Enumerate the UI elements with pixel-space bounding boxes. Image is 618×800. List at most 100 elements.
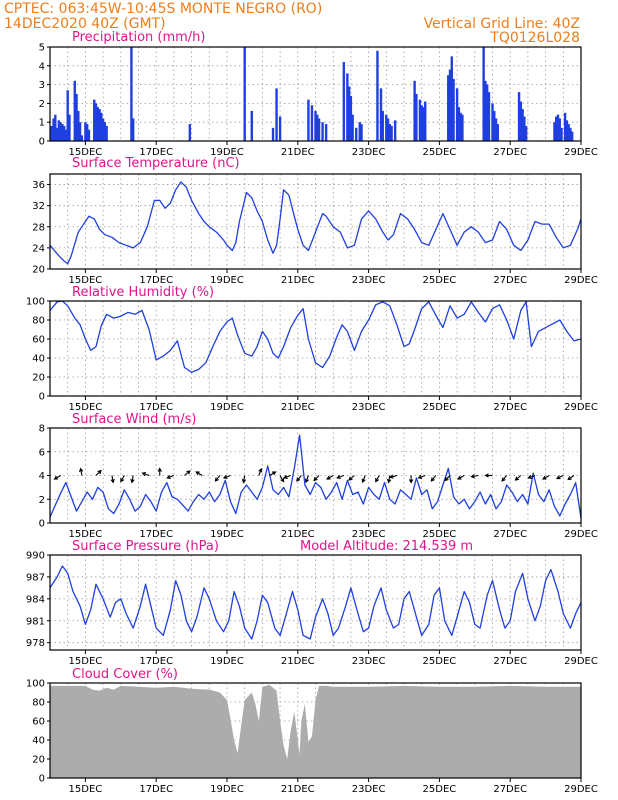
precipitation-bar (565, 120, 569, 141)
humidity-ytick-label: 20 (32, 373, 45, 384)
wind-arrow (430, 475, 437, 482)
wind-ytick-label: 0 (39, 519, 45, 530)
cloud-cover-xtick-label: 17DEC (139, 784, 173, 795)
wind-arrow (120, 475, 125, 483)
wind-arrow (375, 475, 380, 483)
wind-arrow (527, 474, 536, 479)
precipitation-xtick-label: 21DEC (281, 147, 315, 158)
pressure-xtick-label: 29DEC (564, 656, 598, 667)
wind-arrow-shaft (223, 474, 231, 479)
wind-arrow (304, 475, 310, 484)
wind-arrow (241, 475, 247, 484)
humidity-xtick-label: 15DEC (69, 402, 103, 413)
wind-arrow (514, 475, 522, 481)
precipitation-bar (358, 122, 361, 141)
precipitation-bar (452, 78, 455, 141)
precipitation-bar (68, 114, 71, 141)
precipitation-bar (556, 114, 560, 141)
wind-arrow-shaft (457, 475, 465, 480)
wind-arrow-shaft (54, 475, 61, 480)
precipitation-bar (57, 120, 61, 141)
wind-arrow-head (484, 473, 489, 478)
wind-arrow (95, 469, 102, 476)
pressure-panel: 978 981 984 987 990 15DEC 17DEC 19DEC 21DEC 23DEC… (26, 539, 598, 667)
precipitation-bar (381, 110, 384, 141)
precipitation-ytick-label: 3 (39, 80, 45, 91)
wind-arrow-shaft (120, 475, 125, 482)
wind-arrow-head (336, 474, 341, 479)
temperature-ytick-label: 20 (32, 265, 45, 276)
wind-arrow-shaft (567, 475, 575, 480)
pressure-xtick-label: 25DEC (423, 656, 457, 667)
wind-xtick-label: 23DEC (352, 529, 386, 540)
cloud-cover-panel: 0 20 40 60 80 100 15DEC 17DEC 19DEC 21DEC 23DEC 25D… (26, 667, 598, 795)
precipitation-bar (523, 116, 526, 141)
precipitation-bar (346, 73, 349, 141)
precipitation-bar (418, 99, 422, 141)
wind-arrow (389, 474, 398, 479)
pressure-title: Surface Pressure (hPa) (72, 539, 219, 554)
temperature-xtick-label: 17DEC (139, 275, 173, 286)
wind-arrow-head (514, 476, 519, 481)
cloud-cover-area (50, 684, 581, 778)
wind-arrow-head (444, 476, 449, 482)
humidity-xtick-label: 27DEC (493, 402, 527, 413)
wind-arrow-shaft (444, 475, 451, 481)
wind-arrow-shaft (388, 475, 391, 483)
wind-arrow-shaft (326, 475, 334, 480)
precipitation-bar (491, 103, 494, 141)
wind-arrow-shaft (142, 472, 150, 477)
precipitation-bar (250, 110, 253, 141)
wind-arrow-head (272, 471, 277, 476)
cloud-cover-xtick-label: 21DEC (281, 784, 315, 795)
precipitation-bar (271, 127, 275, 141)
precipitation-bar (424, 101, 427, 141)
pressure-xtick-label: 19DEC (210, 656, 244, 667)
header-model-code: TQ0126L028 (489, 30, 580, 46)
wind-arrow-head (501, 477, 506, 482)
precipitation-bar (413, 80, 416, 141)
precipitation-bar (62, 125, 66, 141)
wind-arrow-shaft (258, 468, 262, 476)
precipitation-bar (567, 124, 570, 141)
precipitation-bar (560, 127, 563, 141)
cloud-cover-ytick-label: 80 (32, 698, 45, 709)
precipitation-bar (376, 50, 379, 142)
precipitation-bar (349, 95, 353, 141)
wind-line (49, 434, 582, 519)
precipitation-xtick-label: 25DEC (423, 147, 457, 158)
humidity-panel: 0 20 40 60 80 100 15DEC 17DEC 19DEC 21DEC 23DEC 25D… (26, 285, 598, 413)
wind-arrow-shaft (515, 475, 522, 481)
temperature-xtick-label: 21DEC (281, 275, 315, 286)
wind-arrow-shaft (214, 475, 221, 482)
precipitation-bar (487, 92, 491, 141)
wind-arrow-shaft (184, 470, 191, 476)
precipitation-bar (85, 124, 89, 141)
precipitation-bar (484, 80, 487, 141)
precipitation-bar (482, 47, 485, 141)
wind-arrow (141, 472, 150, 477)
wind-arrow-head (348, 476, 353, 481)
precipitation-panel: 0 1 2 3 4 5 15DEC 17DEC 19DEC 21DEC 23DEC 25DEC 27DE… (39, 30, 598, 158)
wind-arrow (157, 467, 162, 476)
wind-arrow (258, 467, 263, 476)
precipitation-bar (278, 116, 282, 141)
wind-arrow (417, 474, 426, 479)
precipitation-bar (307, 99, 310, 141)
wind-arrow-shaft (362, 475, 366, 483)
pressure-xtick-label: 23DEC (352, 656, 386, 667)
humidity-xtick-label: 25DEC (423, 402, 457, 413)
humidity-ytick-label: 0 (39, 392, 45, 403)
wind-arrow-shaft (111, 475, 114, 483)
precipitation-bar (524, 125, 528, 141)
precipitation-bar (75, 94, 78, 141)
wind-arrow (336, 474, 345, 479)
wind-arrow-shaft (167, 474, 175, 479)
wind-arrow-head (430, 477, 435, 482)
precipitation-bar (52, 118, 55, 141)
precipitation-bar (131, 118, 135, 141)
header-grid-note: Vertical Grid Line: 40Z (424, 16, 580, 32)
wind-arrow (501, 475, 508, 482)
wind-arrow (110, 475, 115, 484)
